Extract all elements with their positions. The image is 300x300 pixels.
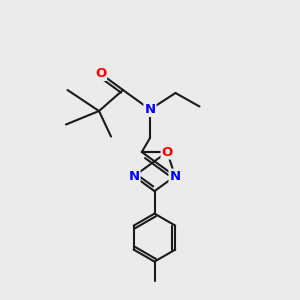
Text: O: O xyxy=(95,67,106,80)
Text: N: N xyxy=(128,170,140,183)
Text: N: N xyxy=(144,103,156,116)
Text: O: O xyxy=(162,146,173,158)
Text: N: N xyxy=(169,170,181,183)
